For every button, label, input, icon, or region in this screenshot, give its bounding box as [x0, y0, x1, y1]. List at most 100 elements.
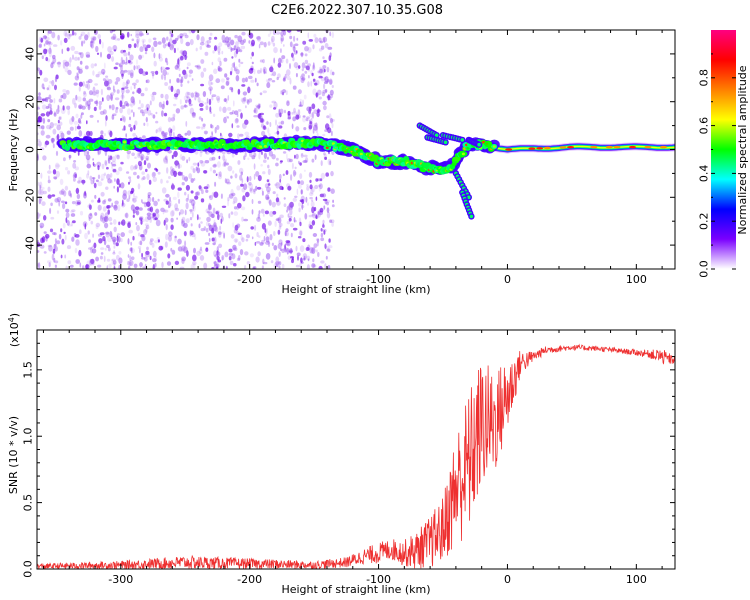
noise-speckle: [178, 67, 181, 72]
noise-speckle: [45, 40, 49, 45]
noise-speckle: [282, 151, 287, 154]
noise-speckle: [64, 185, 69, 191]
noise-speckle: [265, 79, 270, 83]
noise-speckle: [55, 170, 60, 178]
noise-speckle: [43, 43, 46, 47]
noise-speckle: [256, 241, 261, 244]
noise-speckle: [197, 96, 201, 103]
noise-speckle: [119, 107, 123, 114]
noise-speckle: [204, 160, 210, 164]
noise-speckle: [225, 79, 230, 86]
noise-speckle: [186, 95, 189, 99]
noise-speckle: [268, 133, 271, 137]
noise-speckle: [284, 244, 286, 250]
noise-speckle: [289, 41, 293, 48]
noise-speckle: [270, 73, 274, 76]
noise-speckle: [119, 100, 123, 108]
noise-speckle: [153, 255, 158, 262]
noise-speckle: [170, 210, 175, 217]
noise-speckle: [205, 221, 209, 227]
noise-speckle: [214, 181, 217, 187]
noise-speckle: [141, 235, 146, 242]
noise-speckle: [176, 88, 181, 96]
noise-speckle: [144, 47, 148, 52]
trace-blob: [269, 138, 275, 145]
noise-speckle: [111, 114, 115, 120]
noise-speckle: [87, 78, 93, 84]
noise-speckle: [38, 125, 42, 129]
noise-speckle: [120, 49, 125, 54]
noise-speckle: [209, 106, 212, 113]
noise-speckle: [133, 171, 137, 176]
noise-speckle: [205, 189, 209, 193]
noise-speckle: [226, 181, 231, 185]
noise-speckle: [250, 226, 254, 230]
noise-speckle: [106, 205, 111, 209]
noise-speckle: [213, 219, 216, 226]
noise-speckle: [170, 224, 174, 230]
noise-speckle: [268, 150, 273, 157]
noise-speckle: [126, 171, 130, 174]
noise-speckle: [41, 125, 45, 130]
noise-speckle: [46, 87, 49, 91]
noise-speckle: [129, 54, 134, 61]
trace-peak: [644, 145, 652, 149]
noise-speckle: [276, 130, 280, 135]
noise-speckle: [277, 243, 282, 250]
noise-speckle: [312, 264, 317, 268]
noise-speckle: [39, 222, 45, 228]
noise-speckle: [90, 220, 94, 225]
noise-speckle: [90, 199, 94, 203]
noise-speckle: [79, 60, 83, 65]
noise-speckle: [277, 217, 280, 221]
noise-speckle: [86, 163, 92, 169]
noise-speckle: [232, 244, 237, 250]
noise-speckle: [163, 112, 168, 117]
noise-speckle: [289, 35, 293, 40]
noise-speckle: [158, 126, 162, 132]
trace-lobe: [467, 195, 471, 200]
noise-speckle: [98, 100, 103, 106]
noise-speckle: [286, 220, 291, 225]
noise-speckle: [106, 258, 111, 262]
noise-speckle: [52, 54, 56, 60]
noise-speckle: [40, 130, 45, 136]
noise-speckle: [244, 131, 250, 136]
noise-speckle: [258, 44, 261, 49]
noise-speckle: [216, 125, 220, 130]
noise-speckle: [262, 213, 265, 217]
noise-speckle: [248, 184, 252, 189]
noise-speckle: [319, 40, 323, 44]
noise-speckle: [322, 89, 328, 94]
noise-speckle: [259, 242, 264, 246]
noise-speckle: [111, 258, 117, 262]
noise-speckle: [126, 108, 131, 115]
noise-speckle: [184, 240, 187, 247]
noise-speckle: [256, 232, 259, 237]
noise-speckle: [182, 32, 188, 36]
noise-speckle: [190, 190, 194, 194]
noise-speckle: [271, 242, 274, 246]
noise-speckle: [92, 233, 94, 238]
noise-speckle: [179, 99, 182, 105]
noise-speckle: [302, 116, 307, 123]
noise-speckle: [52, 232, 56, 235]
noise-speckle: [106, 244, 110, 249]
noise-speckle: [275, 197, 280, 203]
noise-speckle: [300, 52, 304, 58]
noise-speckle: [48, 50, 52, 58]
noise-speckle: [87, 230, 90, 235]
noise-speckle: [206, 40, 212, 44]
noise-speckle: [290, 205, 293, 209]
noise-speckle: [68, 224, 72, 227]
x-tick-label: 100: [626, 273, 647, 286]
noise-speckle: [113, 89, 116, 93]
noise-speckle: [125, 56, 128, 64]
noise-speckle: [328, 78, 333, 85]
noise-speckle: [173, 40, 176, 46]
noise-speckle: [276, 157, 279, 161]
noise-speckle: [188, 74, 192, 78]
noise-speckle: [279, 108, 284, 115]
noise-speckle: [51, 61, 54, 65]
